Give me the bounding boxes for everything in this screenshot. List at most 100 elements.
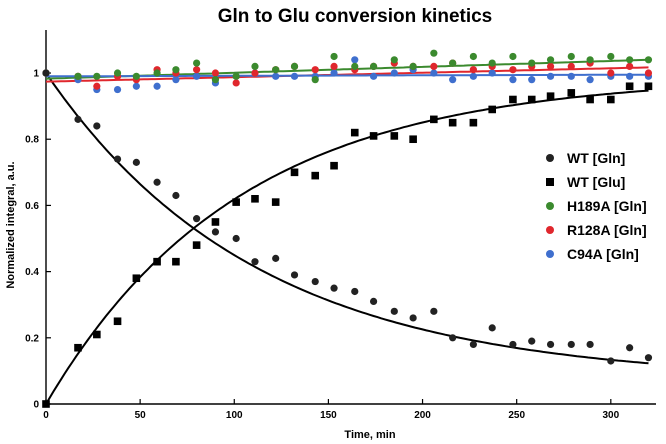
y-tick-label: 0.8	[25, 135, 39, 146]
data-point	[172, 66, 180, 74]
data-point	[546, 56, 555, 64]
y-tick-label: 1	[33, 69, 39, 80]
x-tick-label: 200	[414, 410, 431, 421]
data-point	[311, 76, 319, 84]
data-point	[153, 82, 161, 90]
data-point	[546, 72, 555, 80]
data-point	[528, 337, 536, 345]
data-point	[193, 66, 201, 74]
data-point	[567, 52, 575, 61]
data-point	[113, 155, 122, 163]
data-point	[93, 330, 101, 339]
y-tick-label: 0.2	[25, 333, 39, 344]
data-point	[469, 118, 478, 127]
data-point	[330, 161, 338, 170]
data-point	[153, 178, 161, 186]
data-point	[153, 257, 161, 266]
series-wt-glu	[42, 82, 653, 408]
data-point	[74, 115, 82, 123]
data-point	[272, 66, 280, 74]
data-point	[430, 69, 438, 77]
data-point	[232, 79, 240, 87]
data-point	[232, 72, 240, 80]
data-point	[172, 191, 180, 200]
data-point	[350, 128, 359, 137]
y-axis: 0 0.2 0.4 0.6 0.8 1	[25, 69, 51, 411]
x-tick-label: 0	[43, 410, 49, 421]
y-axis-label: Normalized integral, a.u.	[5, 161, 17, 288]
data-point	[93, 122, 101, 130]
data-point	[430, 62, 438, 71]
y-tick-label: 0.4	[25, 267, 39, 278]
legend-label: C94A [Gln]	[567, 246, 639, 262]
data-point	[390, 307, 398, 315]
data-point	[409, 62, 417, 71]
data-point	[351, 56, 359, 64]
data-point	[74, 343, 82, 352]
data-point	[290, 72, 299, 80]
data-point	[232, 198, 240, 206]
data-point	[132, 158, 140, 166]
data-point	[192, 241, 201, 249]
data-point	[311, 277, 319, 286]
legend-item: C94A [Gln]	[546, 246, 639, 262]
data-point	[153, 69, 161, 77]
legend-item: WT [Glu]	[546, 174, 625, 190]
data-point	[488, 324, 496, 332]
data-point	[93, 82, 101, 90]
data-point	[449, 76, 457, 84]
data-point	[509, 95, 517, 104]
data-point	[449, 334, 457, 342]
data-point	[644, 69, 653, 77]
x-axis-label: Time, min	[344, 429, 395, 441]
x-tick-label: 100	[226, 410, 243, 421]
x-axis: 0 50 100 150 200 250 300	[43, 399, 620, 421]
data-point	[272, 254, 280, 262]
data-point	[448, 118, 457, 127]
data-point	[607, 69, 615, 77]
data-point	[113, 317, 122, 326]
data-point	[211, 69, 220, 77]
data-point	[607, 52, 615, 61]
data-point	[528, 76, 536, 84]
legend-label: WT [Gln]	[567, 150, 625, 166]
data-point	[132, 82, 140, 90]
legend-marker	[546, 178, 554, 186]
data-point	[271, 198, 280, 206]
fit-curves	[45, 58, 649, 405]
data-point	[211, 228, 220, 236]
data-point	[567, 72, 575, 80]
data-point	[488, 105, 497, 114]
data-point	[527, 95, 536, 104]
data-point	[193, 59, 201, 67]
data-point	[211, 218, 220, 226]
data-point	[626, 56, 634, 64]
legend-label: R128A [Gln]	[567, 222, 647, 238]
data-point	[546, 340, 555, 349]
data-point	[211, 76, 220, 84]
data-point	[509, 66, 517, 74]
data-point	[546, 92, 555, 100]
data-point	[626, 62, 634, 71]
data-point	[607, 95, 615, 104]
data-point	[369, 132, 378, 140]
data-point	[586, 340, 594, 349]
data-point	[172, 257, 180, 266]
data-point	[290, 271, 299, 279]
x-tick-label: 50	[135, 410, 147, 421]
y-tick-label: 0.6	[25, 201, 39, 212]
data-point	[546, 62, 555, 71]
data-point	[469, 52, 477, 61]
data-point	[509, 76, 517, 84]
series-wt-gln	[42, 69, 653, 365]
data-point	[330, 284, 338, 292]
x-tick-label: 250	[508, 410, 525, 421]
data-point	[251, 62, 259, 71]
data-point	[193, 72, 201, 80]
data-point	[369, 297, 378, 305]
legend-marker	[546, 226, 554, 234]
data-point	[251, 69, 259, 77]
data-point	[330, 69, 338, 77]
data-point	[488, 59, 496, 67]
